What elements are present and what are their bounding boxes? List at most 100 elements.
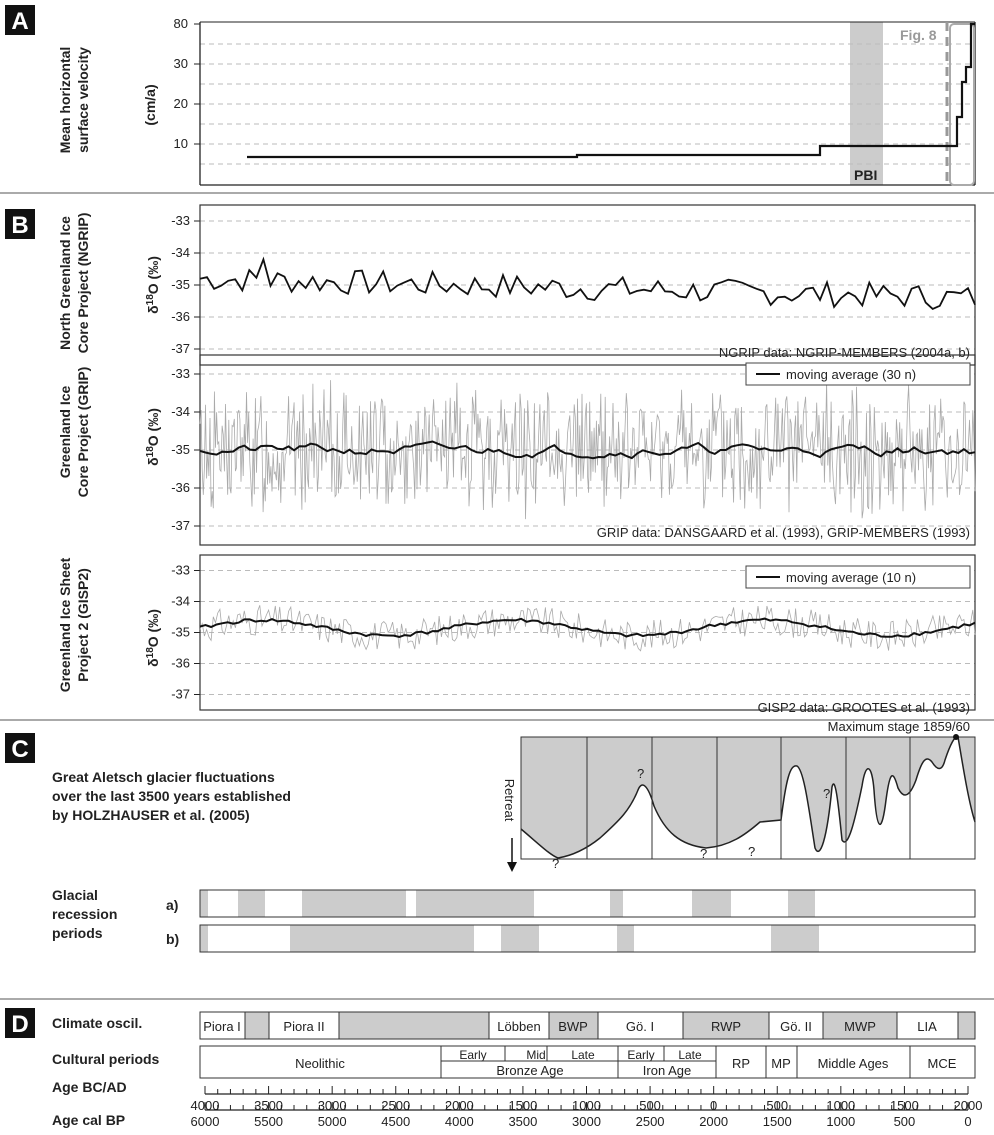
age-bp-label: Age cal BP — [52, 1112, 125, 1128]
y-tick-20: 20 — [174, 96, 188, 111]
velocity-label-2: surface velocity — [75, 47, 91, 153]
y-tick: -33 — [171, 366, 190, 381]
recession-label-1: Glacial — [52, 887, 98, 903]
y-tick: -35 — [171, 625, 190, 640]
y-tick: -37 — [171, 518, 190, 533]
age-tick: 2000 — [699, 1114, 728, 1129]
cultural-label: Cultural periods — [52, 1051, 160, 1067]
cultural-row: Neolithic Early Mid Late Bronze Age Earl… — [199, 1045, 976, 1079]
panel-letter-b: B — [11, 212, 28, 239]
recession-row-b-bar — [199, 924, 976, 953]
age-bcad-axis: 4000350030002500200015001000500050010001… — [191, 1086, 982, 1113]
climate-period: MWP — [844, 1019, 876, 1034]
y-tick: -33 — [171, 563, 190, 578]
gisp2-label-2: Project 2 (GISP2) — [75, 568, 91, 682]
cultural-period: MP — [771, 1056, 791, 1071]
pbi-label: PBI — [854, 167, 877, 183]
panel-letter-d: D — [11, 1011, 28, 1038]
panel-letter-a: A — [11, 8, 28, 35]
climate-period: Piora II — [283, 1019, 324, 1034]
gisp2-legend-text: moving average (10 n) — [786, 570, 916, 585]
age-tick: 500 — [894, 1114, 916, 1129]
panel-letter-box — [5, 209, 35, 239]
age-bp-axis: 6000 5500 5000 4500 4000 3500 3000 2500 2000 1500… — [191, 1102, 972, 1129]
gisp2-legend — [745, 565, 971, 589]
gisp2-ylabel: δ18O (‰) — [145, 609, 161, 667]
age-tick: 1000 — [826, 1114, 855, 1129]
question-mark: ? — [552, 856, 559, 871]
age-tick: 6000 — [191, 1114, 220, 1129]
ngrip-source: NGRIP data: NGRIP-MEMBERS (2004a, b) — [719, 345, 970, 360]
climate-period: LIA — [917, 1019, 937, 1034]
cultural-period: Iron Age — [643, 1063, 691, 1078]
y-tick: -35 — [171, 442, 190, 457]
max-stage-label: Maximum stage 1859/60 — [828, 719, 970, 734]
glacier-title-1: Great Aletsch glacier fluctuations — [52, 769, 275, 785]
velocity-unit: (cm/a) — [142, 84, 158, 125]
cultural-period: Neolithic — [295, 1056, 345, 1071]
grip-legend — [745, 362, 971, 386]
cultural-period: MCE — [928, 1056, 957, 1071]
grip-label-2: Core Project (GRIP) — [75, 367, 91, 498]
age-tick: 2500 — [636, 1114, 665, 1129]
grip-ylabel: δ18O (‰) — [145, 408, 161, 466]
gisp2-average-series — [199, 617, 976, 639]
grip-legend-text: moving average (30 n) — [786, 367, 916, 382]
ngrip-label-2: Core Project (NGRIP) — [75, 213, 91, 354]
fig8-box — [949, 23, 975, 186]
question-mark: ? — [637, 766, 644, 781]
panel-letter-box — [5, 1008, 35, 1038]
grip-average-series — [199, 440, 976, 460]
panel-letter-box — [5, 5, 35, 35]
y-tick: -33 — [171, 213, 190, 228]
age-tick: 5000 — [318, 1114, 347, 1129]
recession-row-a-bar — [199, 889, 976, 918]
ngrip-label-1: North Greenland Ice — [57, 216, 73, 350]
y-tick: -36 — [171, 656, 190, 671]
grip-label-1: Greenland Ice — [57, 385, 73, 478]
fig8-label: Fig. 8 — [900, 27, 937, 43]
cultural-period: Early — [459, 1048, 486, 1062]
y-tick: -37 — [171, 341, 190, 356]
recession-row-a: a) — [166, 897, 178, 913]
velocity-line — [247, 22, 975, 159]
age-tick: 3000 — [572, 1114, 601, 1129]
grip-raw-series — [199, 380, 976, 520]
cultural-period: RP — [732, 1056, 750, 1071]
recession-label-2: recession — [52, 906, 117, 922]
velocity-label-1: Mean horizontal — [57, 47, 73, 154]
y-tick: -34 — [171, 594, 190, 609]
climate-period: Löbben — [497, 1019, 540, 1034]
age-tick: 4000 — [445, 1114, 474, 1129]
ngrip-plot: -33 -34 -35 -36 -37 — [171, 204, 976, 366]
climate-label: Climate oscil. — [52, 1015, 142, 1031]
climate-row: Piora I Piora II Löbben BWP Gö. I RWP Gö… — [199, 1011, 976, 1040]
y-tick: -35 — [171, 277, 190, 292]
question-mark: ? — [823, 786, 830, 801]
glacier-title-2: over the last 3500 years established — [52, 788, 291, 804]
ngrip-ylabel: δ18O (‰) — [145, 256, 161, 314]
cultural-period: Late — [678, 1048, 702, 1062]
gisp2-plot: -33 -34 -35 -36 -37 — [171, 554, 976, 711]
age-tick: 5500 — [254, 1114, 283, 1129]
panel-letter-box — [5, 733, 35, 763]
age-tick: 3500 — [508, 1114, 537, 1129]
age-tick: 0 — [964, 1114, 971, 1129]
age-tick: 1500 — [763, 1114, 792, 1129]
retreat-label: Retreat — [502, 779, 517, 822]
y-tick: -34 — [171, 245, 190, 260]
recession-label-3: periods — [52, 925, 103, 941]
y-tick: -36 — [171, 309, 190, 324]
ngrip-series — [199, 256, 976, 310]
gisp2-label-1: Greenland Ice Sheet — [57, 557, 73, 692]
question-mark: ? — [748, 844, 755, 859]
climate-period: Gö. I — [626, 1019, 654, 1034]
glacier-curve-plot: Maximum stage 1859/60 Retreat ? ? ? ? ? — [502, 719, 976, 872]
age-tick: 4500 — [381, 1114, 410, 1129]
climate-period: Piora I — [203, 1019, 241, 1034]
question-mark: ? — [700, 846, 707, 861]
climate-period: Gö. II — [780, 1019, 812, 1034]
grip-plot: -33 -34 -35 -36 -37 — [171, 354, 976, 546]
y-tick-80: 80 — [174, 16, 188, 31]
